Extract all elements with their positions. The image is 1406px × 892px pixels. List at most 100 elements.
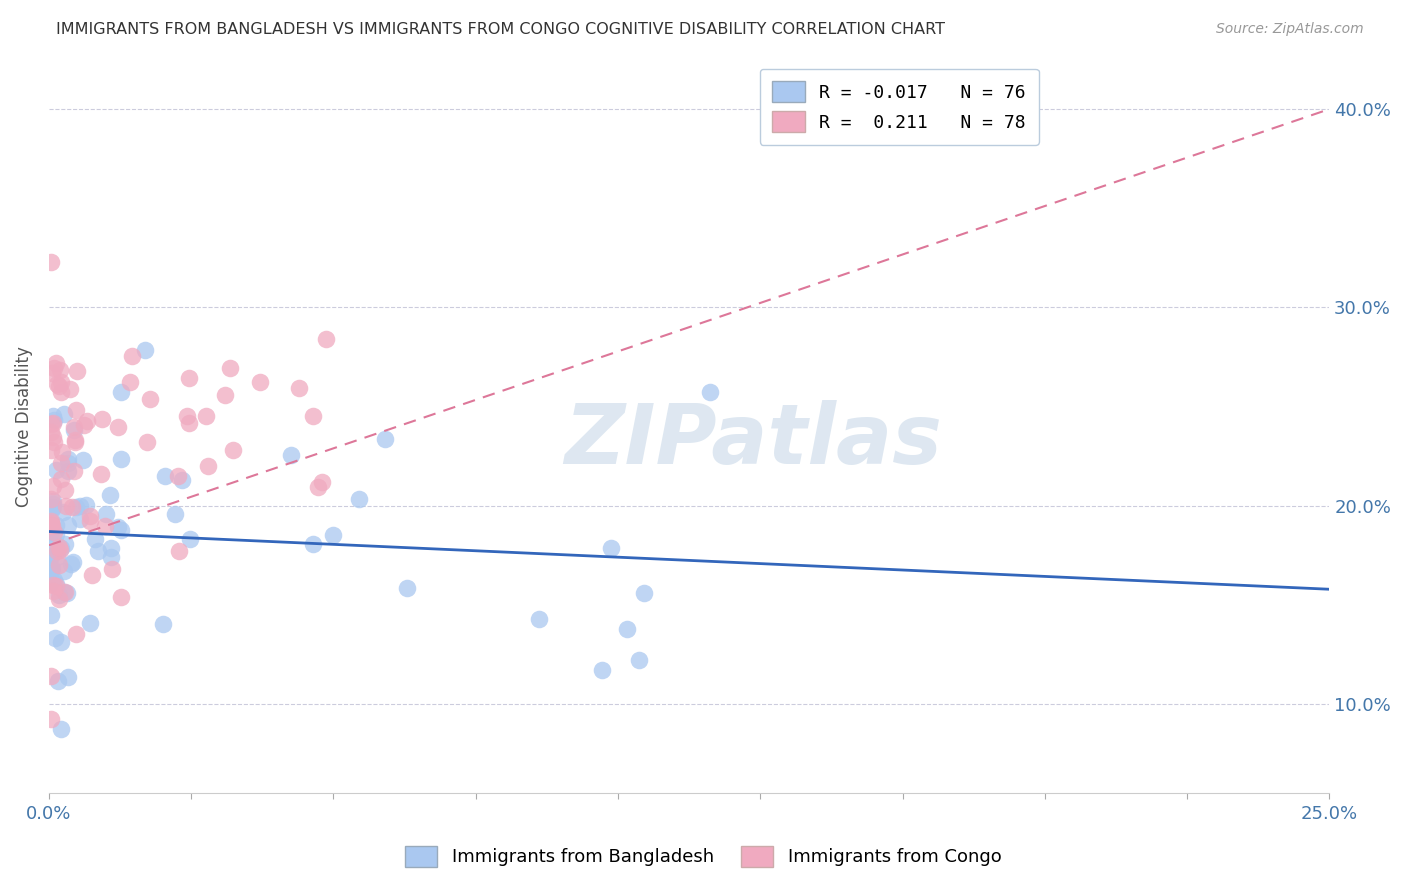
Point (48, 558, 70, 572)
Point (91, 411, 114, 425)
Point (79, 514, 101, 528)
Point (39, 425, 62, 439)
Point (39, 562, 62, 576)
Point (48, 378, 70, 392)
Point (53, 537, 76, 551)
Point (49, 635, 72, 649)
Point (79, 509, 101, 524)
Point (87, 544, 110, 558)
Point (65, 500, 87, 515)
Point (65, 627, 87, 641)
Point (315, 332, 337, 346)
Point (42, 361, 65, 376)
Point (62, 464, 84, 478)
Point (42, 500, 65, 514)
Point (179, 533, 201, 547)
Point (39, 530, 62, 544)
Point (56, 669, 79, 683)
Point (96, 507, 118, 521)
Point (101, 562, 124, 576)
Point (49, 722, 72, 736)
Point (49, 456, 72, 470)
Point (699, 385, 721, 400)
Point (120, 375, 142, 389)
Point (42, 497, 65, 511)
Text: ZIPatlas: ZIPatlas (564, 401, 942, 482)
Point (214, 388, 236, 402)
Point (58, 518, 80, 533)
Point (45, 517, 67, 532)
Point (249, 376, 271, 390)
Point (53, 407, 76, 421)
Point (60, 557, 83, 571)
Point (152, 616, 174, 631)
Point (46, 376, 69, 391)
Point (39, 518, 62, 533)
Point (139, 392, 162, 406)
Point (72, 452, 94, 467)
Point (42, 409, 65, 423)
Point (42, 573, 65, 587)
Point (39, 516, 62, 530)
Point (48, 592, 70, 607)
Point (48, 540, 70, 554)
Point (41, 366, 63, 380)
Text: Source: ZipAtlas.com: Source: ZipAtlas.com (1216, 22, 1364, 37)
Point (349, 492, 371, 507)
Point (194, 409, 217, 424)
Point (45, 550, 67, 565)
Point (39, 549, 62, 563)
Point (633, 585, 655, 599)
Point (63, 434, 86, 449)
Point (56, 451, 79, 466)
Point (100, 549, 122, 564)
Point (56, 456, 79, 470)
Point (39, 564, 62, 578)
Point (301, 536, 323, 550)
Point (51, 472, 73, 486)
Text: IMMIGRANTS FROM BANGLADESH VS IMMIGRANTS FROM CONGO COGNITIVE DISABILITY CORRELA: IMMIGRANTS FROM BANGLADESH VS IMMIGRANTS… (56, 22, 945, 37)
Point (311, 475, 333, 489)
Point (51, 445, 73, 459)
Point (172, 473, 194, 487)
Point (110, 451, 132, 466)
Point (322, 528, 344, 542)
Point (39, 443, 62, 458)
Point (45, 579, 67, 593)
Point (153, 469, 176, 483)
Point (56, 464, 79, 478)
Point (53, 585, 76, 599)
Point (94, 519, 117, 533)
Point (90, 467, 112, 482)
Point (39, 255, 62, 269)
Point (51, 375, 73, 389)
Point (49, 542, 72, 557)
Point (107, 519, 129, 533)
Point (45, 577, 67, 591)
Point (98, 488, 121, 502)
Point (616, 622, 638, 636)
Point (41, 538, 63, 552)
Point (41, 560, 63, 574)
Point (288, 381, 311, 395)
Point (53, 585, 76, 599)
Point (135, 435, 157, 450)
Point (41, 502, 63, 516)
Point (527, 612, 550, 626)
Point (110, 591, 132, 605)
Point (46, 674, 69, 689)
Point (49, 362, 72, 376)
Point (44, 631, 66, 645)
Point (218, 360, 240, 375)
Point (45, 356, 67, 370)
Point (73, 417, 96, 432)
Point (80, 568, 103, 582)
Point (167, 543, 190, 558)
Point (41, 547, 63, 561)
Point (69, 499, 91, 513)
Point (110, 384, 132, 399)
Point (52, 505, 75, 519)
Point (197, 459, 219, 474)
Point (42, 494, 65, 508)
Point (56, 586, 79, 600)
